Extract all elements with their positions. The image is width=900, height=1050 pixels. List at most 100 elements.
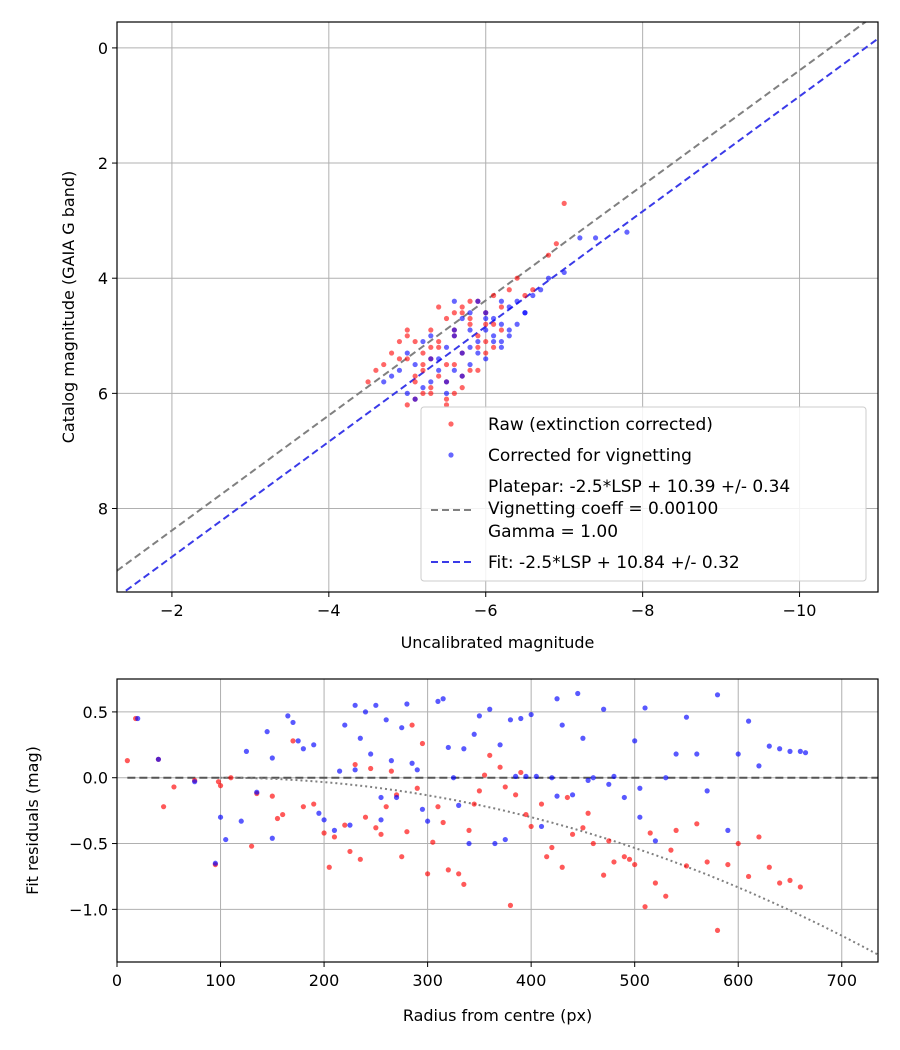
corrected-point	[404, 390, 410, 396]
platepar-line	[117, 22, 868, 572]
raw-residual-point	[513, 792, 519, 798]
raw-point	[436, 338, 442, 345]
corrected-residual-point	[404, 701, 410, 707]
raw-residual-point	[523, 811, 529, 818]
raw-residual-point	[347, 848, 353, 855]
raw-residual-point	[476, 788, 482, 794]
raw-residual-point	[331, 834, 338, 840]
corrected-point	[498, 321, 505, 327]
legend-platepar-label-line2: Vignetting coeff = 0.00100	[488, 499, 718, 519]
bottom-y-axis-label: Fit residuals (mag)	[23, 746, 42, 895]
corrected-residual-point	[419, 806, 426, 812]
top-x-tick-label: −6	[474, 601, 498, 620]
top-y-tick-label: 2	[98, 154, 108, 173]
raw-residual-point	[601, 872, 607, 878]
bottom-reference-lines	[127, 776, 878, 956]
raw-point	[428, 344, 434, 350]
raw-point	[373, 367, 379, 373]
corrected-point	[451, 298, 457, 304]
raw-residual-point	[445, 867, 451, 873]
raw-point	[490, 344, 497, 350]
corrected-point	[483, 356, 489, 362]
corrected-point	[577, 235, 583, 241]
raw-point	[396, 338, 403, 345]
corrected-point	[514, 321, 520, 327]
corrected-residual-point	[637, 814, 643, 820]
corrected-residual-point	[528, 711, 534, 718]
raw-point	[404, 333, 410, 339]
corrected-residual-point	[456, 802, 462, 808]
corrected-point	[490, 315, 497, 322]
corrected-point	[428, 356, 434, 362]
corrected-residual-point	[497, 742, 503, 748]
corrected-point	[506, 333, 512, 339]
raw-residual-point	[559, 864, 565, 870]
raw-residual-point	[606, 838, 612, 844]
corrected-residual-point	[295, 738, 301, 744]
corrected-residual-point	[538, 823, 545, 830]
raw-residual-point	[663, 893, 669, 899]
raw-residual-point	[611, 859, 617, 865]
raw-residual-point	[171, 784, 177, 790]
raw-residual-point	[280, 811, 286, 818]
legend-platepar-label-line3: Gamma = 1.00	[488, 522, 618, 542]
raw-point	[522, 292, 528, 299]
corrected-residual-point	[378, 817, 384, 823]
corrected-residual-point	[352, 702, 358, 708]
raw-point	[498, 327, 505, 333]
raw-residual-point	[497, 764, 503, 770]
corrected-residual-point	[378, 794, 384, 801]
raw-point	[483, 350, 489, 356]
raw-residual-point	[414, 785, 420, 791]
raw-residual-point	[399, 854, 405, 860]
raw-residual-point	[569, 831, 576, 837]
fit-line	[122, 37, 878, 592]
corrected-residual-point	[425, 818, 431, 824]
corrected-residual-point	[238, 818, 244, 824]
bottom-y-tick-label: 0.5	[83, 703, 108, 722]
raw-point	[459, 304, 465, 310]
raw-point	[420, 350, 426, 356]
raw-residual-point	[538, 801, 545, 807]
corrected-residual-point	[331, 827, 338, 833]
raw-residual-point	[300, 804, 306, 810]
raw-point	[467, 298, 473, 304]
raw-residual-point	[580, 825, 586, 831]
corrected-residual-point	[311, 742, 317, 748]
corrected-residual-point	[316, 810, 322, 816]
raw-residual-point	[290, 738, 296, 744]
raw-point	[475, 333, 481, 339]
raw-residual-point	[326, 864, 332, 870]
corrected-residual-point	[549, 775, 555, 781]
corrected-residual-point	[673, 751, 679, 757]
raw-residual-point	[373, 825, 379, 831]
raw-residual-point	[215, 779, 222, 785]
legend-raw-label: Raw (extinction corrected)	[488, 415, 713, 435]
corrected-point	[396, 367, 403, 373]
corrected-point	[490, 338, 497, 345]
bottom-y-tick-label: −0.5	[69, 835, 108, 854]
raw-point	[365, 379, 371, 385]
raw-point	[420, 390, 426, 396]
corrected-residual-point	[476, 713, 482, 719]
bottom-x-tick-label: 0	[112, 971, 122, 990]
raw-residual-point	[766, 864, 772, 870]
corrected-residual-point	[217, 814, 224, 820]
corrected-residual-point	[777, 746, 783, 752]
raw-point	[443, 361, 450, 368]
corrected-residual-point	[347, 822, 353, 828]
raw-point	[420, 361, 426, 368]
raw-point	[561, 200, 567, 206]
corrected-point	[420, 385, 426, 391]
raw-point	[483, 321, 489, 327]
raw-residual-point	[362, 814, 369, 820]
corrected-residual-point	[383, 717, 389, 723]
raw-point	[490, 292, 497, 299]
raw-point	[530, 287, 536, 293]
raw-residual-point	[745, 873, 752, 880]
raw-point	[467, 315, 473, 322]
corrected-point	[522, 310, 528, 316]
bottom-x-tick-label: 200	[309, 971, 340, 990]
corrected-residual-point	[192, 779, 198, 785]
